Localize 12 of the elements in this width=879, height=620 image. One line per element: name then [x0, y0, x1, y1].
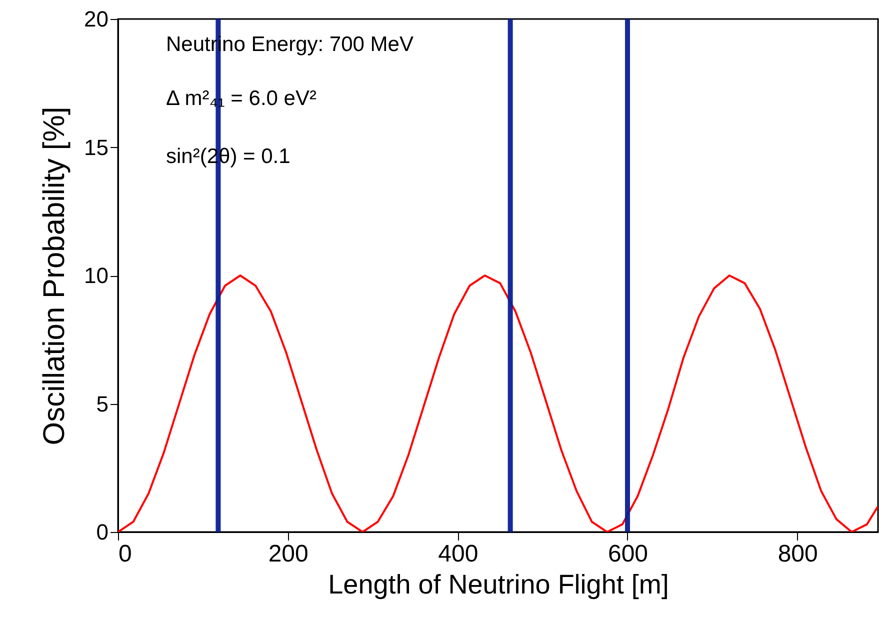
x-tick-label: 800	[778, 540, 818, 568]
x-tick-label: 200	[268, 540, 308, 568]
x-axis-title: Length of Neutrino Flight [m]	[328, 570, 669, 600]
y-tick-label: 15	[84, 134, 108, 160]
y-tick-label: 20	[84, 6, 108, 32]
y-tick-label: 10	[84, 263, 108, 288]
x-tick-label: 400	[438, 540, 478, 568]
y-axis-title: Oscillation Probability [%]	[38, 106, 72, 446]
y-tick-label: 0	[96, 520, 108, 544]
y-tick-label: 5	[96, 391, 108, 416]
x-tick-label: 0	[118, 540, 132, 568]
x-tick-label: 600	[608, 540, 648, 568]
